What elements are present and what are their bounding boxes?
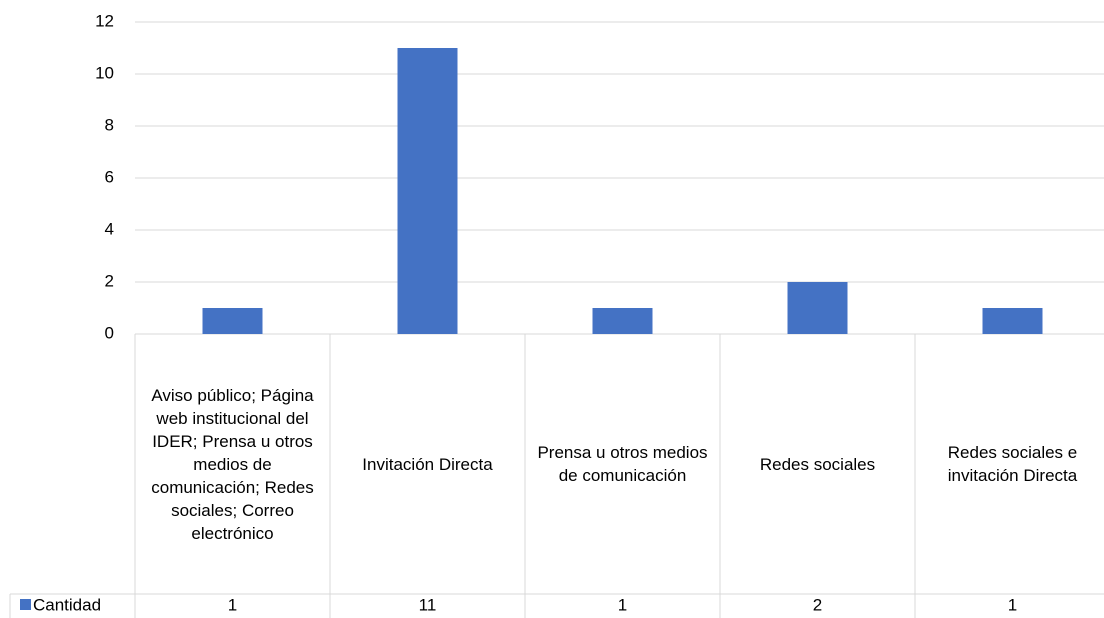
- y-tick-label: 12: [95, 11, 114, 30]
- y-tick-label: 0: [105, 323, 114, 342]
- y-tick-label: 8: [105, 115, 114, 134]
- legend-swatch: [20, 599, 31, 610]
- y-tick-label: 4: [105, 219, 114, 238]
- table-value: 11: [419, 595, 437, 614]
- bar: [787, 282, 848, 334]
- x-tick-label: Redes sociales e invitación Directa: [947, 443, 1078, 485]
- x-tick-label: Redes sociales: [759, 454, 876, 474]
- x-tick-label: Invitación Directa: [362, 454, 493, 474]
- y-tick-label: 6: [105, 167, 114, 186]
- y-tick-label: 10: [95, 63, 114, 82]
- bar: [982, 308, 1043, 334]
- x-tick-label: Aviso público; Página web institucional …: [151, 385, 314, 543]
- table-value: 1: [618, 595, 627, 614]
- legend-label: Cantidad: [33, 595, 101, 614]
- bar: [202, 308, 263, 334]
- y-tick-label: 2: [105, 271, 114, 290]
- bar: [592, 308, 653, 334]
- bar: [397, 48, 458, 334]
- x-tick-label: Prensa u otros medios de comunicación: [537, 443, 708, 485]
- table-value: 2: [813, 595, 822, 614]
- table-value: 1: [1008, 595, 1017, 614]
- table-value: 1: [228, 595, 237, 614]
